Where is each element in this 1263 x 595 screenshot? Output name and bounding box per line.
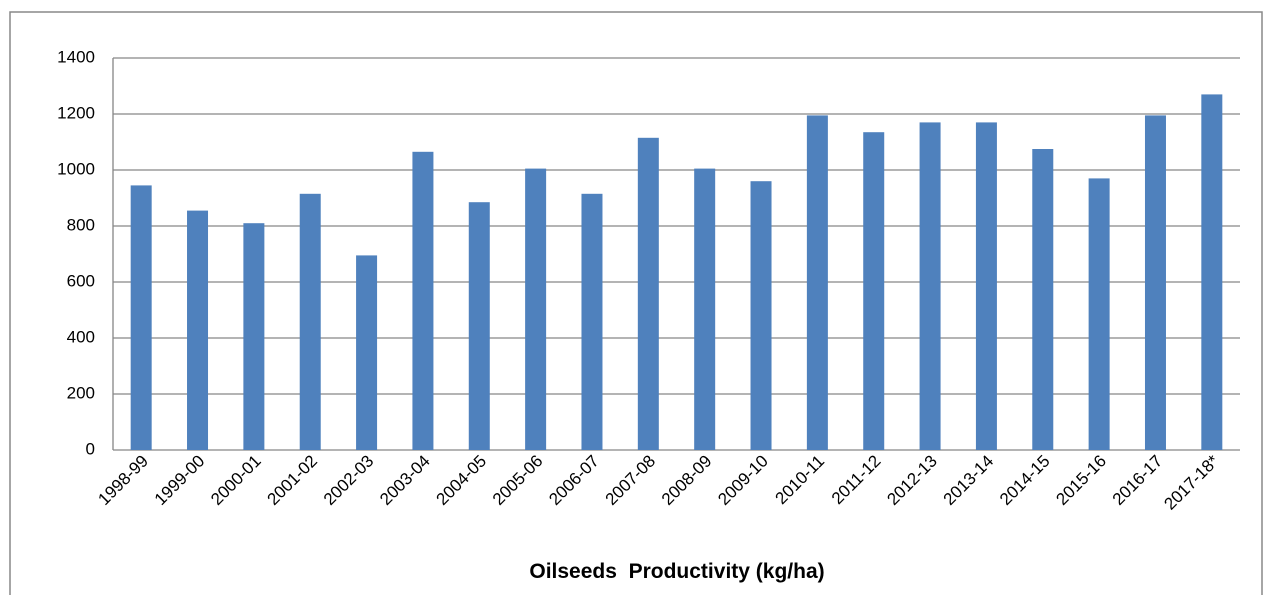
x-tick-label: 2012-13 [883,451,941,509]
chart-title: Oilseeds Productivity (kg/ha) [529,560,824,583]
x-tick-label: 2015-16 [1052,451,1110,509]
x-tick-label: 1999-00 [151,451,209,509]
x-tick-label: 1998-99 [94,451,152,509]
x-tick-label: 2000-01 [207,451,265,509]
bar [187,210,209,450]
bar [1201,94,1223,451]
bar [299,193,321,451]
x-tick-label: 2010-11 [772,451,829,508]
bar [412,151,434,451]
bar [637,137,659,451]
bar [919,122,941,451]
x-tick-label: 2009-10 [714,451,772,509]
x-tick-label: 2007-08 [602,451,660,509]
bar [356,255,378,450]
chart-border [9,11,1263,595]
x-tick-label: 2011-12 [828,451,885,508]
y-tick-label: 800 [67,215,95,234]
bar [750,181,772,450]
bar [243,223,265,450]
x-tick-label: 2004-05 [433,451,491,509]
y-tick-label: 1400 [57,47,95,66]
bar [1144,115,1166,451]
bar [975,122,997,451]
y-tick-label: 400 [67,327,95,346]
x-tick-label: 2017-18* [1160,451,1223,514]
bar [130,185,152,450]
x-tick-label: 2016-17 [1109,451,1167,509]
y-tick-label: 0 [86,439,95,458]
bar [1088,178,1110,450]
bar [863,132,885,450]
x-tick-label: 2005-06 [489,451,547,509]
x-tick-label: 2008-09 [658,451,716,509]
bar [1032,149,1054,450]
y-tick-label: 600 [67,271,95,290]
bar [694,168,716,450]
y-tick-label: 1200 [57,103,95,122]
bar [806,115,828,451]
x-tick-label: 2006-07 [545,451,603,509]
x-tick-label: 2013-14 [940,451,998,509]
bar [468,202,490,450]
bar [581,193,603,451]
y-tick-label: 200 [67,383,95,402]
y-tick-label: 1000 [57,159,95,178]
x-tick-label: 2003-04 [376,451,434,509]
x-tick-label: 2002-03 [320,451,378,509]
bar [525,168,547,450]
x-tick-label: 2001-02 [264,451,322,509]
x-tick-label: 2014-15 [996,451,1054,509]
